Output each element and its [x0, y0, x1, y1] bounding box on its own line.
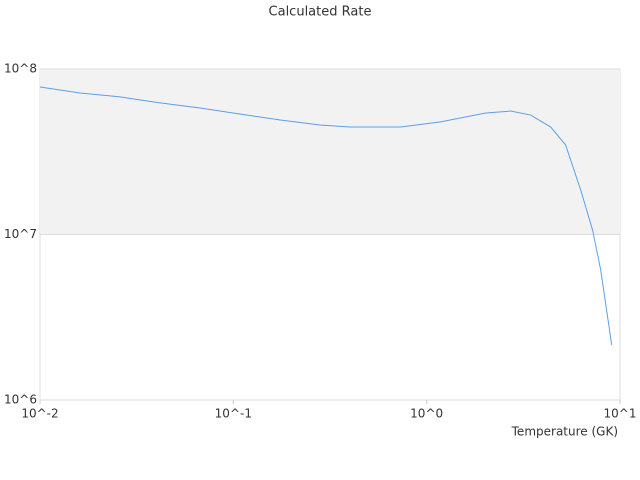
x-tick-label: 10^-1	[215, 407, 252, 421]
x-tick-label: 10^0	[410, 407, 443, 421]
line-series	[39, 86, 613, 346]
x-axis-label: Temperature (GK)	[511, 425, 618, 439]
chart-title: Calculated Rate	[269, 5, 372, 20]
y-tick-label: 10^6	[4, 393, 37, 407]
y-tick-label: 10^8	[4, 62, 37, 76]
x-tick-label: 10^1	[604, 407, 637, 421]
x-tick-label: 10^-2	[21, 407, 58, 421]
y-tick-label: 10^7	[4, 227, 37, 241]
grid-band	[40, 69, 620, 235]
plot-background	[39, 68, 621, 401]
